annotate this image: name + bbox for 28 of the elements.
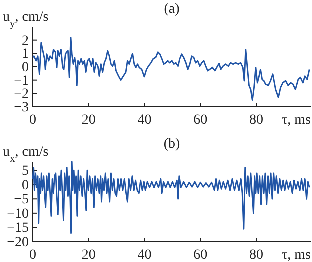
y-axis-title: u$_{x}$, cm/s <box>3 145 49 164</box>
y-tick-label: −2 <box>14 87 29 102</box>
x-tick-label: 20 <box>82 248 96 262</box>
y-tick-label: −15 <box>7 221 29 236</box>
y-tick-label: 0 <box>22 178 29 194</box>
y-tick-label: −3 <box>14 100 29 116</box>
line-series <box>32 36 310 102</box>
x-axis-title: τ, ms <box>282 113 311 128</box>
x-tick-label: 60 <box>194 113 208 128</box>
x-tick-label: 40 <box>138 113 152 128</box>
chart-title: (a) <box>164 2 180 17</box>
x-tick-label: 80 <box>250 248 264 262</box>
chart-title: (b) <box>164 137 180 152</box>
y-tick-label: 5 <box>22 164 29 180</box>
x-tick-label: 20 <box>82 113 96 128</box>
x-tick-label: 40 <box>138 248 152 262</box>
line-series <box>32 161 310 234</box>
y-tick-label: 0 <box>22 60 29 76</box>
y-tick-label: −1 <box>14 74 29 89</box>
y-tick-label: 2 <box>22 34 29 49</box>
x-axis-title: τ, ms <box>282 248 311 262</box>
y-tick-label: −10 <box>7 206 29 222</box>
y-tick-label: 1 <box>22 47 29 62</box>
y-axis-title: u$_{y}$, cm/s <box>3 10 49 30</box>
y-tick-label: −20 <box>7 236 29 250</box>
x-tick-label: 80 <box>250 113 264 128</box>
x-tick-label: 60 <box>194 248 208 262</box>
y-tick-label: −5 <box>14 192 29 208</box>
